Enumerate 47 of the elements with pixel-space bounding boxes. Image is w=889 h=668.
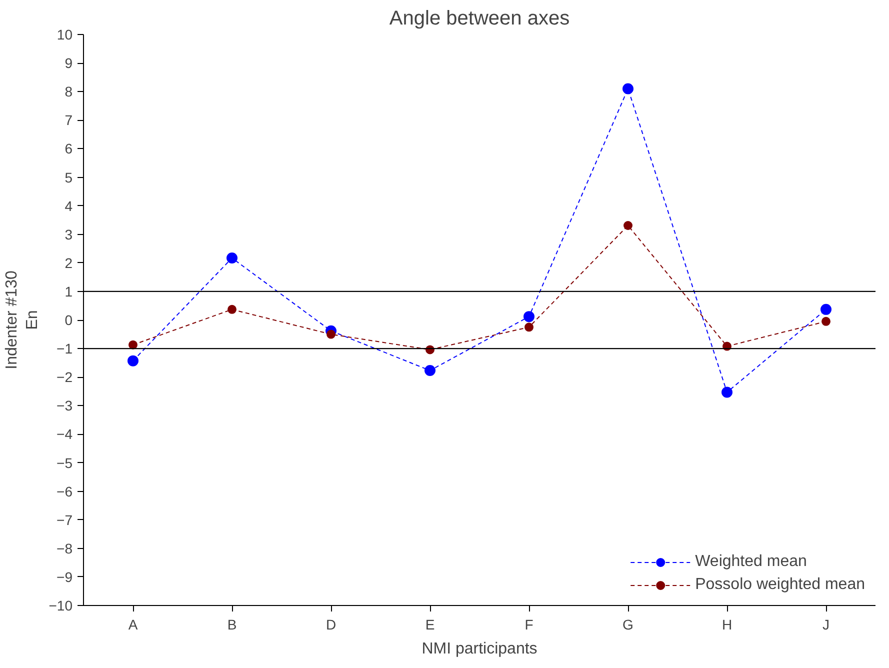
y-tick-label: 5 xyxy=(64,169,73,186)
y-tick-label: 1 xyxy=(64,283,73,300)
y-axis-title: Indenter #130 En xyxy=(3,270,41,370)
point xyxy=(524,311,534,322)
y-tick-label: 8 xyxy=(64,84,73,100)
x-axis-title: NMI participants xyxy=(422,640,538,658)
point xyxy=(722,386,732,398)
y-tick-label: −10 xyxy=(48,598,73,614)
point xyxy=(226,252,238,264)
y-tick-label: −7 xyxy=(56,512,73,528)
y-tick-label: 3 xyxy=(64,226,73,242)
x-tick-label: F xyxy=(524,616,534,632)
x-tick-label: H xyxy=(722,616,732,632)
x-tick-label: J xyxy=(822,616,830,632)
x-tick-label: A xyxy=(128,616,138,632)
point xyxy=(622,83,634,94)
point xyxy=(228,304,236,314)
point xyxy=(128,355,138,366)
y-tick-label: 9 xyxy=(64,55,73,72)
y-tick-label: −1 xyxy=(56,340,73,357)
point xyxy=(128,340,138,350)
legend-label: Weighted mean xyxy=(695,553,807,571)
y-tick-label: −6 xyxy=(56,483,73,500)
y-tick-label: 4 xyxy=(64,198,73,214)
point xyxy=(624,221,632,230)
x-tick-label: E xyxy=(425,616,435,632)
y-tick-label: −3 xyxy=(56,398,73,414)
point xyxy=(524,322,534,332)
y-tick-label: 6 xyxy=(64,140,73,157)
y-tick-label: 10 xyxy=(56,26,73,42)
point xyxy=(326,330,336,339)
y-tick-label: 2 xyxy=(64,254,73,271)
y-tick-label: −9 xyxy=(56,568,73,585)
x-tick-label: D xyxy=(326,616,336,632)
x-tick-label: B xyxy=(227,616,237,632)
point xyxy=(424,365,436,376)
y-tick-label: 0 xyxy=(64,312,73,328)
point xyxy=(820,304,832,315)
y-tick-label: −2 xyxy=(56,369,73,386)
chart-title: Angle between axes xyxy=(389,8,570,30)
y-tick-label: 7 xyxy=(64,112,73,128)
y-tick-label: −8 xyxy=(56,540,73,556)
legend-label: Possolo weighted mean xyxy=(695,576,865,594)
x-tick-label: G xyxy=(622,616,634,632)
y-tick-label: −5 xyxy=(56,454,73,471)
y-tick-label: −4 xyxy=(56,426,73,442)
point xyxy=(822,316,830,326)
